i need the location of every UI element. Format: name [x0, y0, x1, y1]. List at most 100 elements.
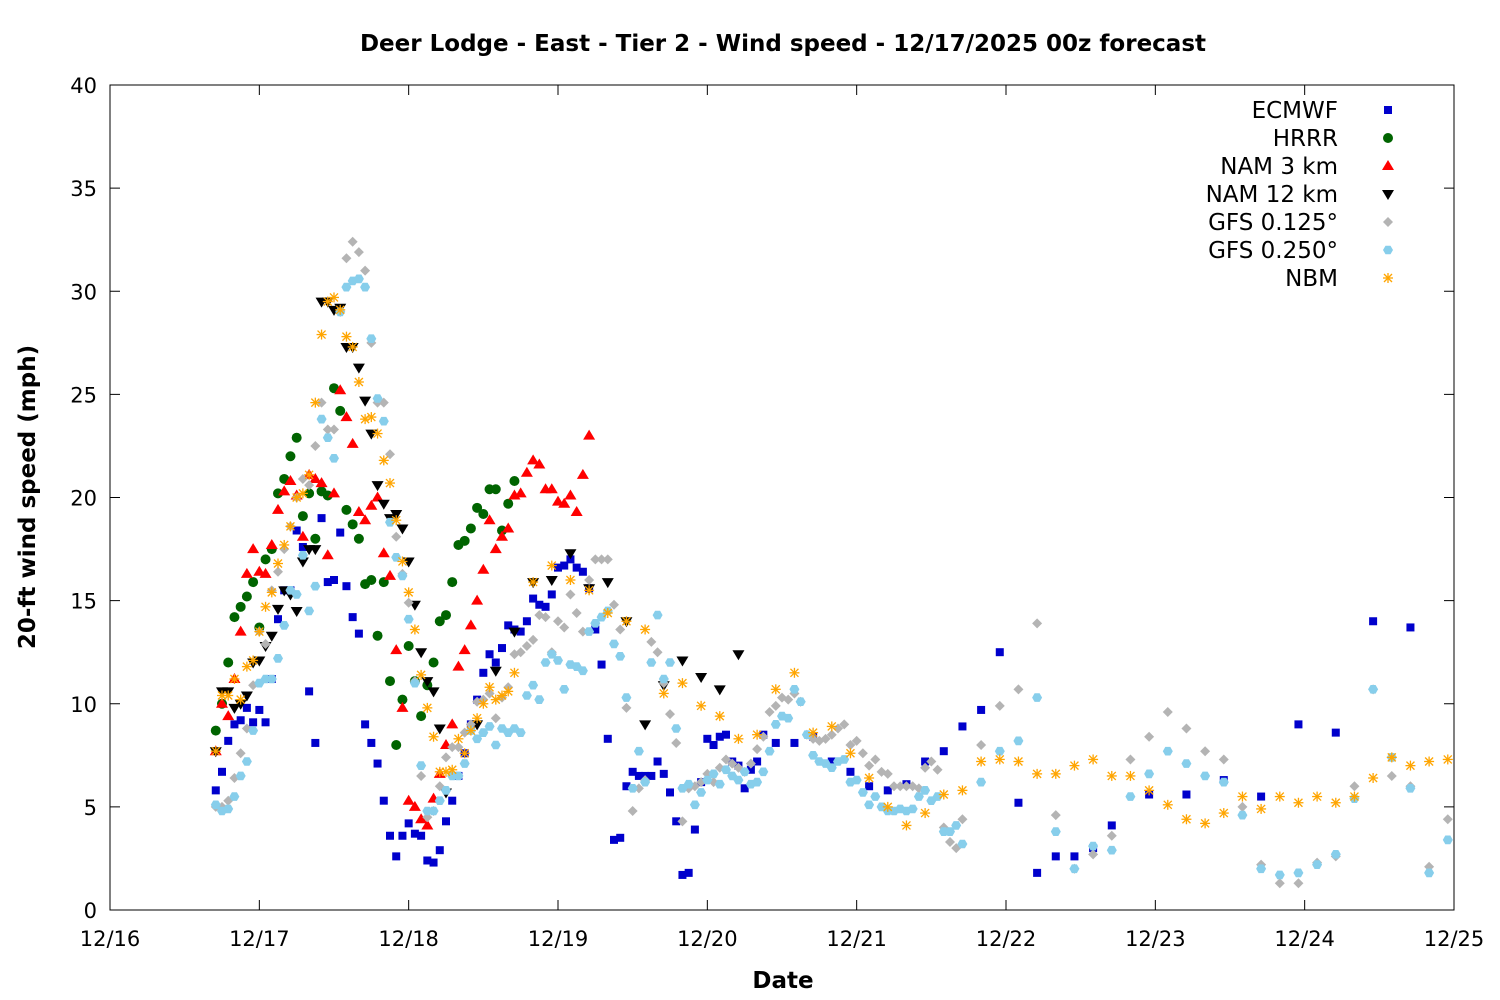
y-tick-label: 15	[70, 590, 97, 614]
data-point	[529, 594, 538, 603]
data-point	[951, 821, 962, 830]
data-point	[590, 619, 601, 628]
data-point	[889, 781, 899, 792]
data-point	[403, 614, 414, 624]
data-point	[515, 728, 526, 737]
data-point	[273, 488, 283, 499]
data-point	[421, 677, 434, 688]
data-point	[672, 817, 681, 826]
data-point	[310, 440, 321, 451]
y-tick-label: 30	[70, 280, 97, 304]
data-point	[218, 767, 226, 776]
data-point	[259, 567, 272, 578]
data-point	[522, 617, 531, 626]
data-point	[1181, 759, 1192, 768]
data-point	[291, 492, 302, 503]
data-point	[229, 792, 240, 801]
data-point	[484, 682, 495, 693]
data-point	[921, 757, 930, 766]
data-point	[976, 756, 987, 767]
data-point	[753, 757, 762, 766]
data-point	[248, 655, 259, 666]
data-point	[609, 599, 619, 610]
data-point	[920, 786, 931, 795]
data-point	[939, 747, 948, 756]
data-point	[520, 466, 533, 477]
data-point	[665, 709, 675, 720]
data-point	[521, 691, 532, 700]
data-point	[464, 619, 477, 630]
data-point	[477, 563, 490, 574]
data-point	[335, 304, 346, 315]
data-point	[366, 334, 377, 343]
data-point	[448, 796, 457, 805]
data-point	[633, 746, 644, 756]
data-point	[249, 718, 258, 727]
data-point	[808, 751, 819, 760]
data-point	[273, 654, 283, 663]
x-tick-label: 12/16	[80, 927, 141, 951]
data-point	[416, 711, 427, 722]
data-point	[309, 472, 322, 483]
data-point	[865, 782, 874, 791]
data-point	[1182, 790, 1191, 799]
legend-label: ECMWF	[1252, 98, 1338, 124]
data-point	[408, 800, 421, 811]
data-point	[790, 738, 799, 747]
data-point	[907, 804, 918, 814]
data-point	[434, 616, 445, 627]
data-point	[372, 394, 383, 403]
data-point	[547, 590, 556, 599]
data-point	[622, 782, 631, 791]
data-point	[826, 721, 837, 732]
data-point	[559, 622, 570, 633]
data-point	[296, 557, 309, 568]
data-point	[247, 543, 260, 554]
data-point	[404, 819, 413, 828]
data-point	[584, 575, 595, 585]
data-point	[304, 606, 315, 616]
data-point	[447, 742, 458, 753]
data-point	[1442, 814, 1453, 825]
data-point	[292, 526, 301, 535]
data-point	[347, 341, 358, 352]
data-point	[684, 868, 693, 877]
data-point	[316, 329, 327, 340]
data-point	[1106, 770, 1117, 781]
data-point	[321, 549, 334, 560]
data-point	[417, 831, 426, 840]
data-point	[1369, 617, 1378, 626]
data-point	[386, 831, 394, 840]
series-gfs-0-250-	[210, 274, 1453, 880]
data-point	[882, 801, 893, 812]
data-point	[533, 458, 546, 469]
data-point	[957, 839, 968, 849]
data-point	[403, 597, 414, 608]
data-point	[1144, 731, 1155, 742]
data-point	[695, 672, 708, 683]
legend-label: GFS 0.250°	[1208, 238, 1338, 264]
data-point	[1200, 771, 1211, 781]
x-tick-label: 12/19	[528, 927, 589, 951]
axis-ticks: 12/16 12/17 12/18 12/19 12/20 12/21 12/22 12/23…	[70, 74, 1484, 951]
data-point	[535, 600, 544, 609]
legend-marker-icon	[1383, 217, 1393, 227]
data-point	[977, 705, 986, 714]
data-point	[1162, 707, 1173, 717]
data-point	[945, 836, 955, 847]
data-point	[230, 720, 239, 729]
data-point	[616, 833, 625, 842]
data-point	[1293, 878, 1304, 889]
y-tick-label: 20	[70, 487, 97, 511]
data-point	[1032, 618, 1043, 629]
data-point	[279, 539, 290, 550]
data-point	[597, 660, 606, 669]
data-point	[322, 490, 333, 501]
data-point	[994, 700, 1005, 711]
data-point	[709, 741, 718, 749]
data-point	[397, 694, 408, 705]
data-point	[402, 794, 415, 805]
data-point	[1032, 768, 1043, 779]
data-point	[666, 788, 674, 797]
data-point	[453, 733, 464, 744]
